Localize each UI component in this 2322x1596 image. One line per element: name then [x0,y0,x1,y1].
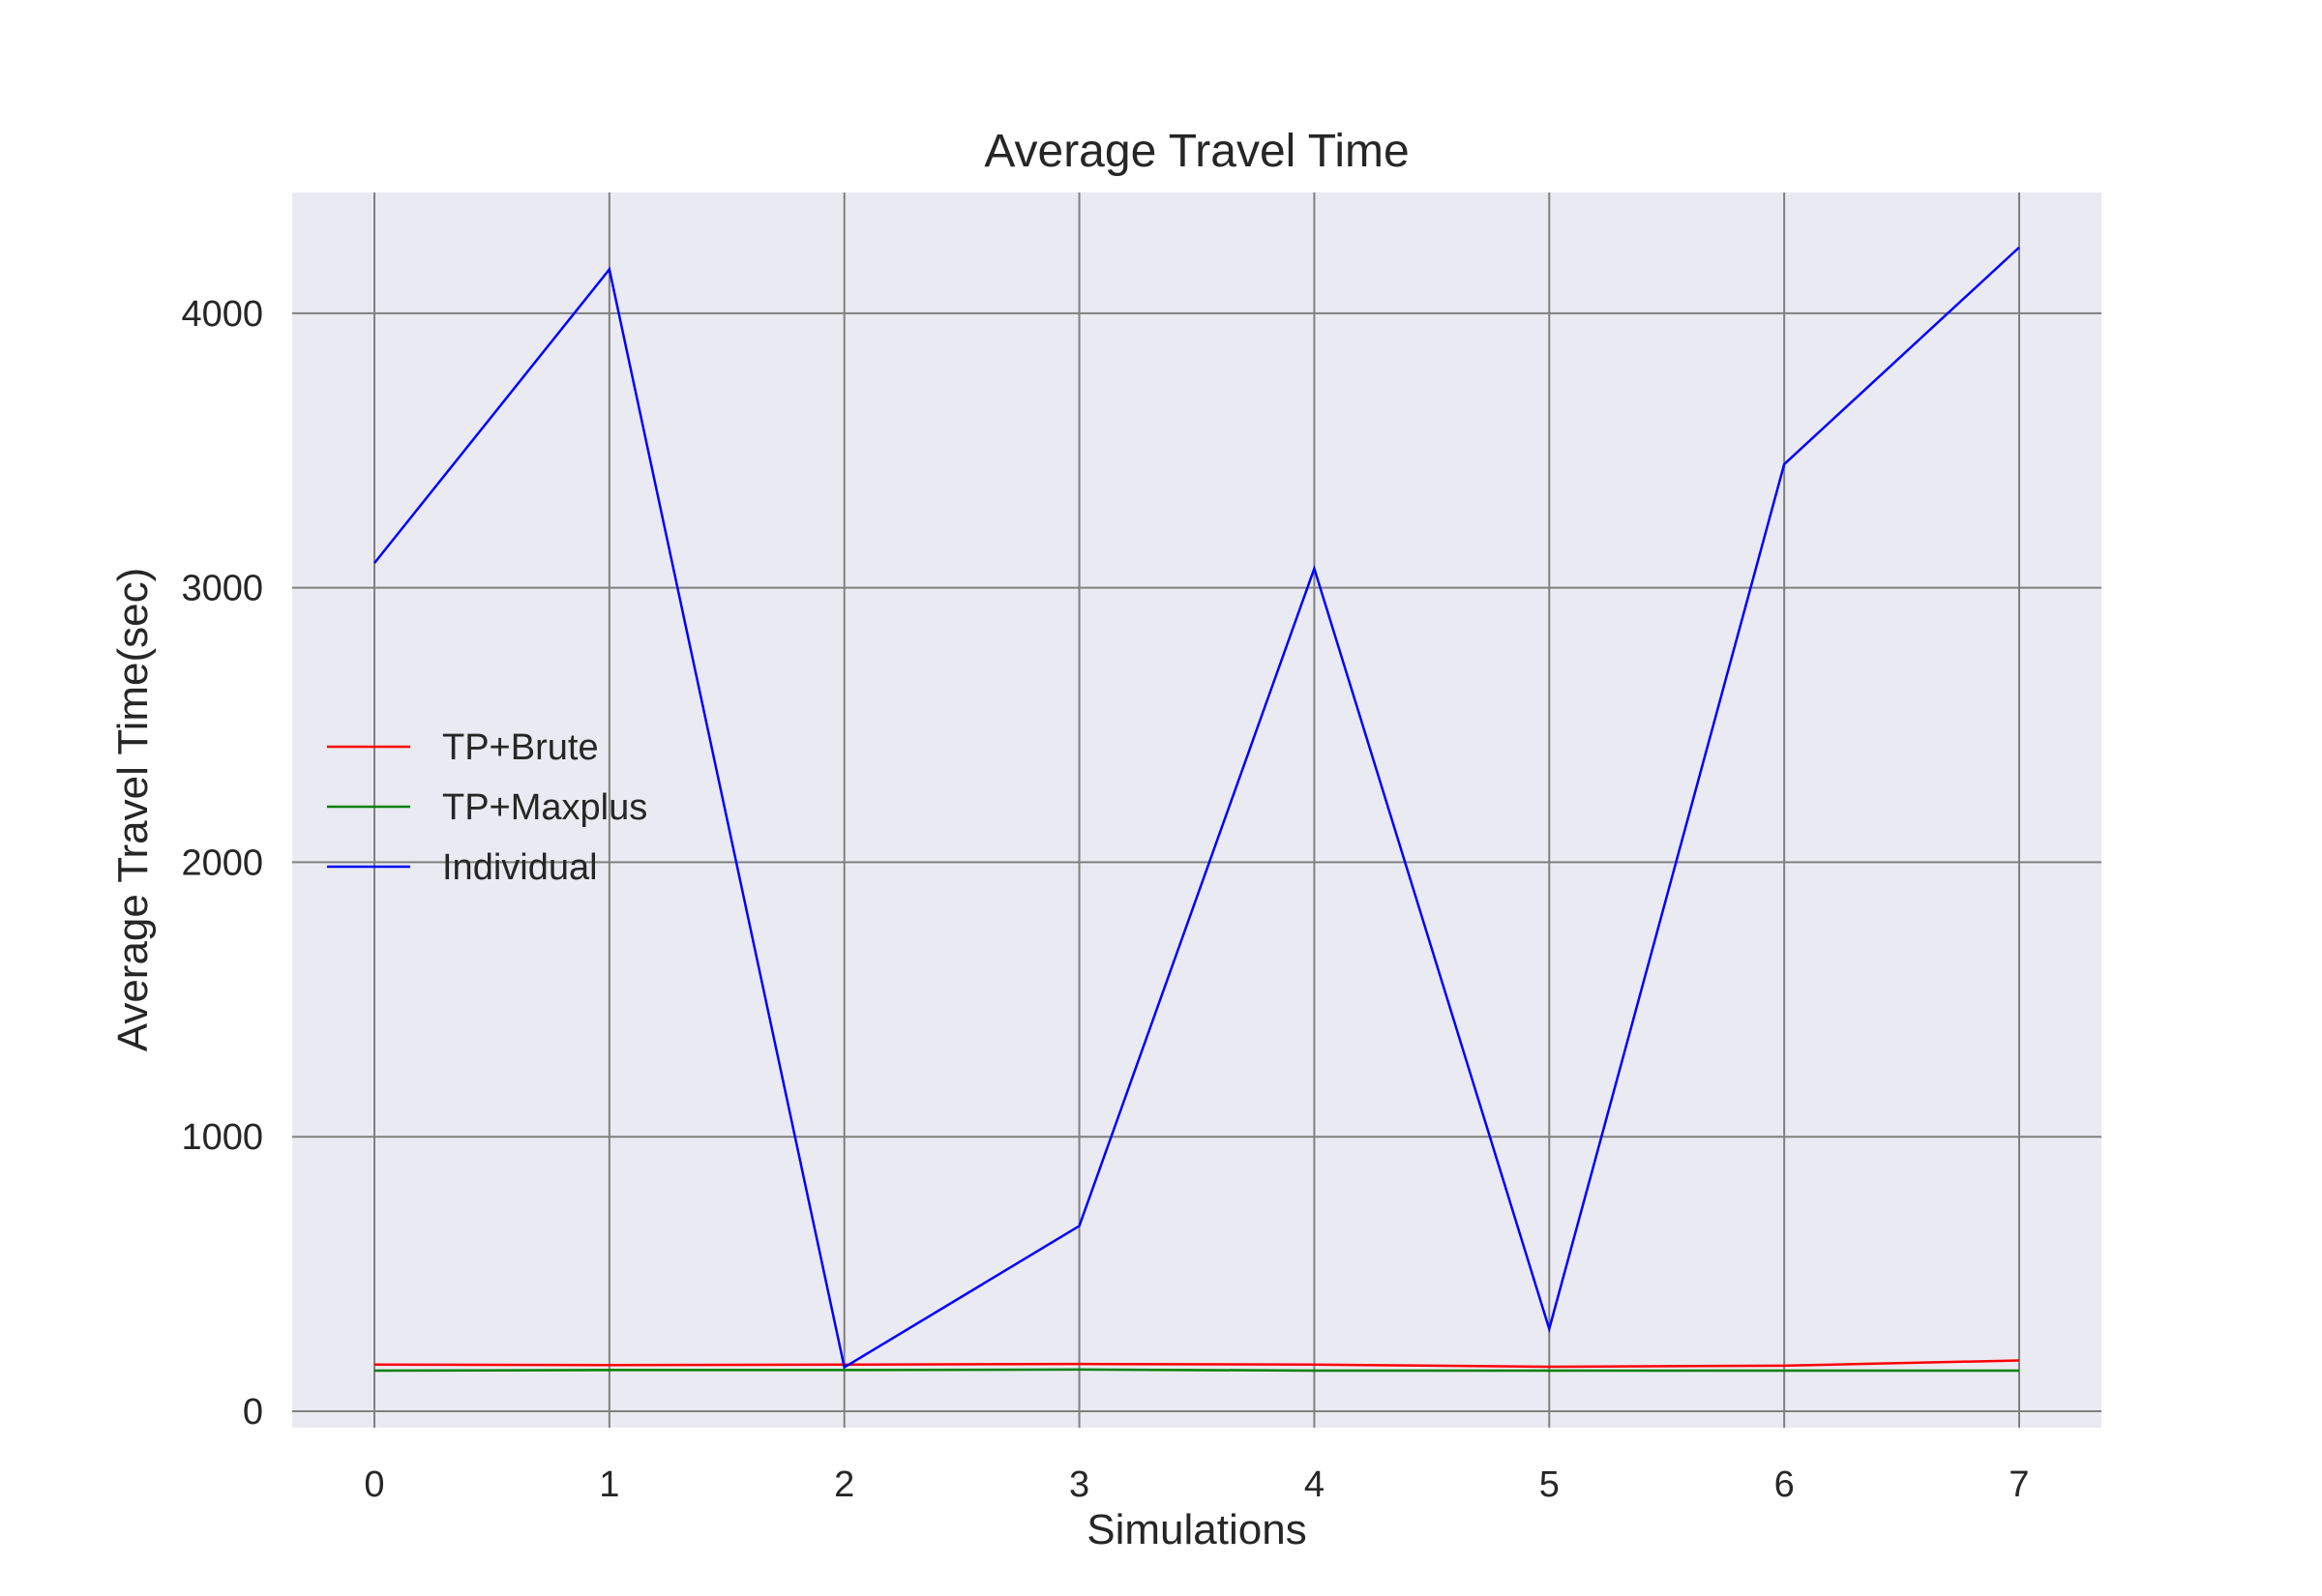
y-tick-label: 0 [243,1392,263,1433]
y-axis-ticks: 0 1000 2000 3000 4000 [181,294,263,1433]
series-line-tp-maxplus [373,1368,2019,1373]
series-lines [373,246,2020,1373]
y-tick-label: 1000 [181,1117,263,1158]
x-tick-label: 4 [1304,1464,1325,1505]
x-tick-label: 2 [834,1464,854,1505]
x-tick-label: 7 [2009,1464,2029,1505]
x-axis-ticks: 0 1 2 3 4 5 6 7 [364,1464,2029,1505]
series-line-individual [373,246,2020,1370]
plot-area [292,192,2101,1428]
legend-label: Individual [442,847,598,888]
grid [292,192,2101,1428]
y-tick-label: 2000 [181,842,263,883]
chart-title: Average Travel Time [984,126,1409,177]
y-tick-label: 3000 [181,569,263,609]
x-tick-label: 6 [1774,1464,1795,1505]
y-tick-label: 4000 [181,294,263,335]
x-tick-label: 5 [1539,1464,1560,1505]
legend-label: TP+Brute [442,727,599,768]
legend-label: TP+Maxplus [442,787,647,828]
legend: TP+Brute TP+Maxplus Individual [327,727,647,888]
x-tick-label: 0 [364,1464,384,1505]
x-tick-label: 3 [1069,1464,1089,1505]
series-line-tp-brute [373,1359,2020,1369]
x-tick-label: 1 [599,1464,619,1505]
y-axis-label: Average Travel Time(sec) [109,568,157,1051]
x-axis-label: Simulations [1087,1506,1306,1553]
